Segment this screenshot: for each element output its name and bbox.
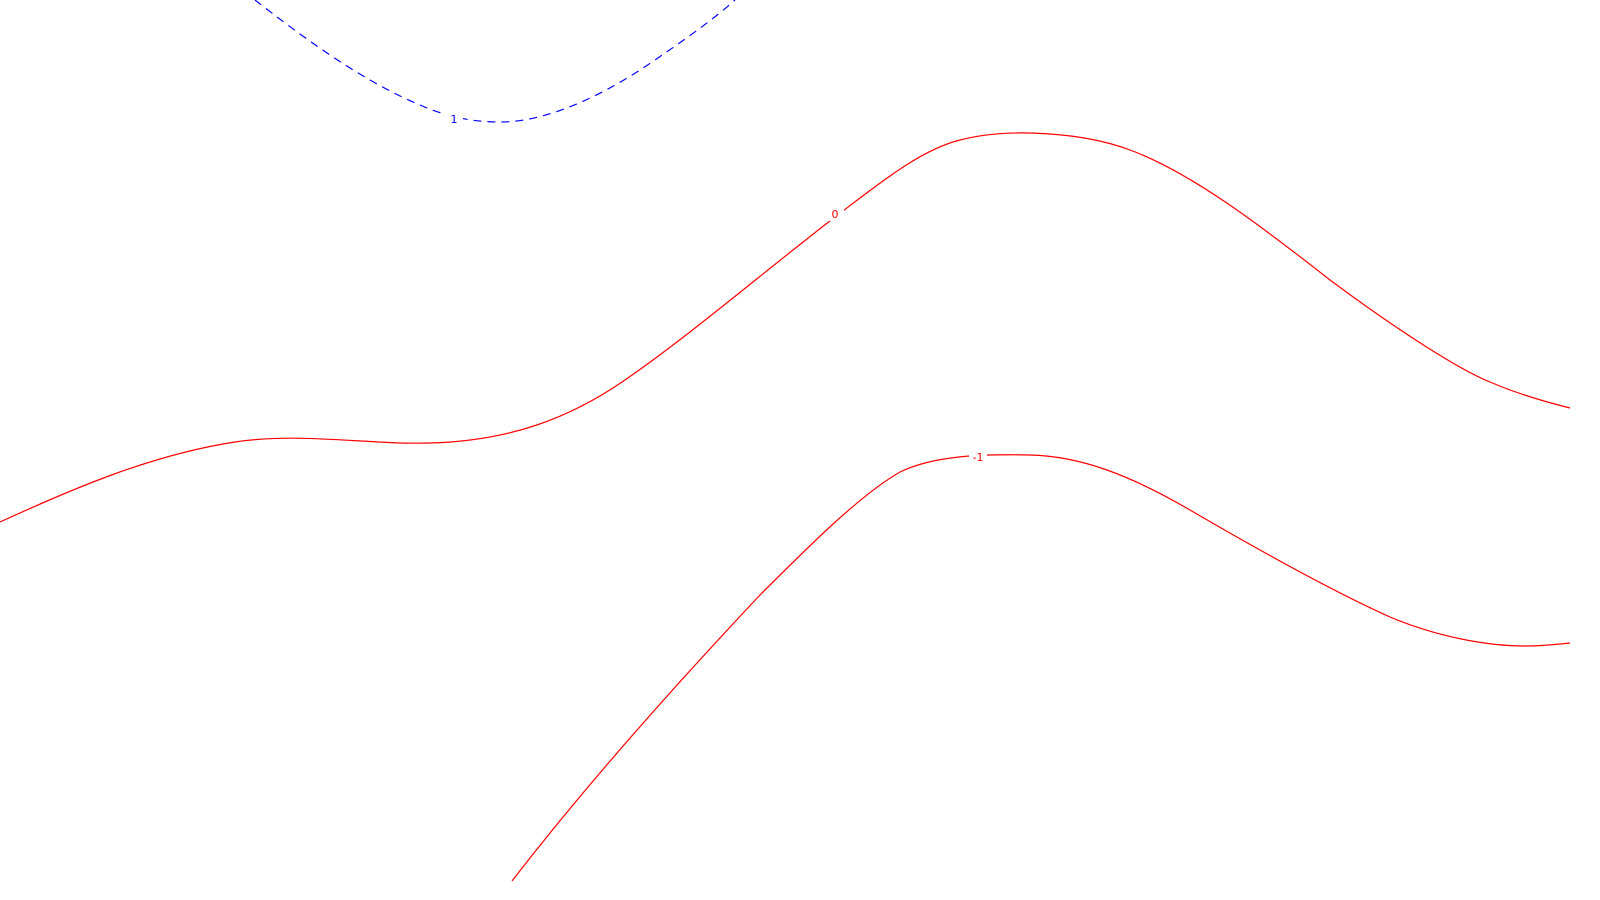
contour-line-level-1 — [254, 0, 736, 123]
contour-label: -1 — [973, 451, 984, 464]
contour-label-background — [826, 209, 844, 221]
contour-lines: 1 0 -1 — [0, 0, 1571, 882]
contour-label: 1 — [451, 113, 458, 126]
contour-label: 0 — [832, 208, 839, 221]
contour-line-level-0 — [0, 132, 1571, 523]
contour-label-background — [445, 114, 463, 126]
contour-label-background — [969, 452, 987, 464]
contour-line-level-neg1 — [511, 454, 1571, 882]
